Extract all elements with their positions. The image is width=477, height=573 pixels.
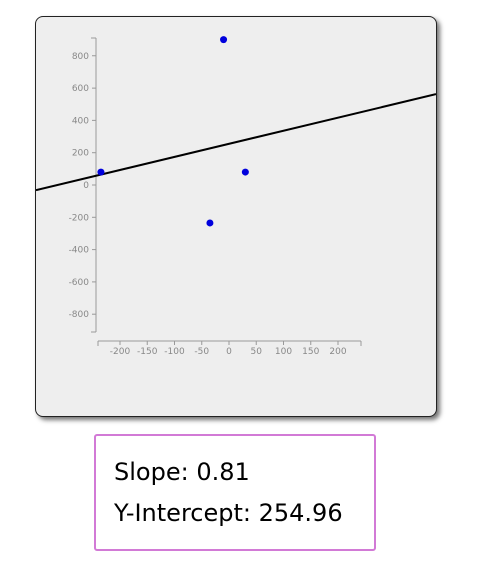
y-tick-label: -200 bbox=[69, 213, 90, 223]
plot-panel[interactable]: 800 600 400 200 0 -200 -400 -600 -800 -200 -150 -10… bbox=[35, 16, 437, 417]
y-tick-label: 0 bbox=[83, 181, 89, 191]
y-tick-label: 400 bbox=[72, 116, 89, 126]
y-tick-label: 600 bbox=[72, 84, 89, 94]
x-tick-label: 50 bbox=[251, 347, 263, 357]
data-point[interactable] bbox=[241, 168, 249, 176]
intercept-label: Y-Intercept: bbox=[114, 499, 251, 527]
axes: 800 600 400 200 0 -200 -400 -600 -800 -200 -150 -10… bbox=[69, 37, 362, 357]
slope-readout: Slope: 0.81 bbox=[114, 458, 250, 486]
x-tick-label: 0 bbox=[226, 347, 232, 357]
intercept-readout: Y-Intercept: 254.96 bbox=[114, 499, 343, 527]
y-tick-label: -800 bbox=[69, 310, 90, 320]
x-tick-label: -150 bbox=[137, 347, 158, 357]
x-tick-label: 100 bbox=[275, 347, 292, 357]
x-tick-label: 200 bbox=[329, 347, 346, 357]
data-point[interactable] bbox=[206, 219, 214, 227]
x-tick-label: -50 bbox=[194, 347, 209, 357]
data-points[interactable] bbox=[97, 36, 249, 227]
slope-value: 0.81 bbox=[196, 458, 250, 486]
data-point[interactable] bbox=[97, 168, 105, 176]
scatter-plot[interactable]: 800 600 400 200 0 -200 -400 -600 -800 -200 -150 -10… bbox=[36, 17, 436, 416]
y-tick-label: 800 bbox=[72, 52, 89, 62]
y-tick-label: -600 bbox=[69, 278, 90, 288]
intercept-value: 254.96 bbox=[258, 499, 343, 527]
y-tick-label: 200 bbox=[72, 149, 89, 159]
x-tick-label: 150 bbox=[302, 347, 319, 357]
y-tick-label: -400 bbox=[69, 246, 90, 256]
x-tick-label: -200 bbox=[110, 347, 131, 357]
data-point[interactable] bbox=[220, 36, 228, 44]
regression-stats-box: Slope: 0.81 Y-Intercept: 254.96 bbox=[94, 434, 376, 551]
x-tick-label: -100 bbox=[164, 347, 185, 357]
slope-label: Slope: bbox=[114, 458, 189, 486]
